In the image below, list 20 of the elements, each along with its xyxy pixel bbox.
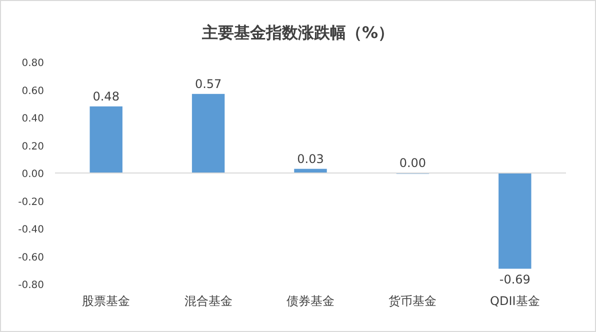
x-tick-label: 混合基金 (184, 294, 232, 308)
x-tick-label: 债券基金 (286, 294, 334, 308)
x-tick-label: 货币基金 (388, 294, 437, 308)
y-tick-label: 0.80 (22, 58, 44, 69)
y-tick-label: 0.40 (22, 114, 44, 124)
data-label: 0.00 (399, 156, 426, 170)
y-tick-label: -0.60 (18, 252, 44, 264)
y-tick-label: 0.60 (22, 86, 44, 97)
data-label: 0.57 (194, 76, 222, 91)
x-tick-label: QDII基金 (490, 294, 540, 308)
y-tick-label: 0.00 (22, 169, 44, 180)
y-tick-label: -0.20 (18, 196, 44, 208)
data-label: 0.03 (297, 152, 324, 166)
y-tick-label: -0.80 (18, 280, 44, 291)
x-tick-label: 股票基金 (82, 294, 130, 308)
y-tick-label: -0.40 (18, 224, 44, 236)
data-label: 0.48 (92, 89, 120, 104)
chart-title: 主要基金指数涨跌幅（%） (200, 23, 394, 42)
data-label: -0.69 (499, 272, 530, 287)
y-tick-label: 0.20 (22, 141, 44, 152)
